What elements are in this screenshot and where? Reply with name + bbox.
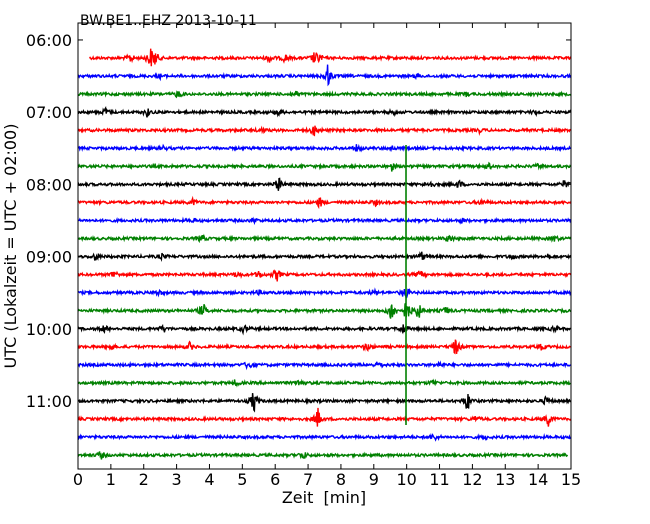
trace-1015 bbox=[77, 339, 571, 355]
y-tick-label: 08:00 bbox=[26, 175, 72, 194]
plot-frame bbox=[77, 22, 572, 470]
y-tick-label: 10:00 bbox=[26, 320, 72, 339]
trace-0815 bbox=[77, 195, 572, 210]
trace-1000 bbox=[77, 323, 571, 336]
x-tick-label: 5 bbox=[237, 470, 247, 489]
x-tick-label: 15 bbox=[561, 470, 581, 489]
x-tick-label: 8 bbox=[336, 470, 346, 489]
x-axis: 0 1 2 3 4 5 6 7 8 9 10 11 12 13 14 15 bbox=[73, 23, 581, 489]
trace-0645 bbox=[77, 90, 572, 99]
trace-0945 bbox=[77, 302, 572, 319]
x-tick-label: 1 bbox=[106, 470, 116, 489]
trace-1115 bbox=[77, 407, 572, 427]
y-tick-label: 09:00 bbox=[26, 248, 72, 267]
x-axis-label: Zeit [min] bbox=[282, 488, 366, 507]
trace-0730 bbox=[77, 143, 571, 153]
trace-0845 bbox=[77, 233, 572, 244]
trace-0615 bbox=[88, 48, 572, 67]
x-tick-label: 14 bbox=[528, 470, 548, 489]
trace-1100 bbox=[77, 393, 571, 413]
x-tick-label: 9 bbox=[369, 470, 379, 489]
trace-1145 bbox=[77, 450, 569, 460]
y-tick-label: 06:00 bbox=[26, 31, 72, 50]
trace-0930 bbox=[77, 287, 572, 300]
trace-0630 bbox=[77, 64, 572, 87]
trace-0915 bbox=[77, 269, 572, 282]
y-axis: 06:00 07:00 08:00 09:00 10:00 11:00 bbox=[26, 31, 571, 411]
x-tick-label: 7 bbox=[303, 470, 313, 489]
trace-1045 bbox=[77, 378, 571, 388]
trace-1030 bbox=[77, 360, 571, 371]
trace-group bbox=[77, 48, 572, 460]
trace-1130 bbox=[77, 432, 572, 442]
chart-title: BW.BE1..EHZ 2013-10-11 bbox=[80, 13, 257, 29]
x-tick-label: 6 bbox=[270, 470, 280, 489]
x-tick-label: 3 bbox=[172, 470, 182, 489]
trace-0700 bbox=[77, 105, 572, 118]
x-tick-label: 2 bbox=[139, 470, 149, 489]
trace-0745 bbox=[77, 161, 572, 172]
x-tick-label: 4 bbox=[204, 470, 214, 489]
trace-0800 bbox=[77, 177, 571, 191]
x-tick-label: 0 bbox=[73, 470, 83, 489]
y-tick-label: 11:00 bbox=[26, 392, 72, 411]
y-axis-label: UTC (Lokalzeit = UTC + 02:00) bbox=[1, 124, 20, 369]
x-tick-label: 12 bbox=[462, 470, 482, 489]
x-tick-label: 13 bbox=[495, 470, 515, 489]
trace-0830 bbox=[77, 216, 572, 226]
y-tick-label: 07:00 bbox=[26, 103, 72, 122]
trace-0715 bbox=[77, 125, 571, 137]
x-tick-label: 10 bbox=[396, 470, 416, 489]
trace-0900 bbox=[77, 251, 572, 262]
x-tick-label: 11 bbox=[429, 470, 449, 489]
